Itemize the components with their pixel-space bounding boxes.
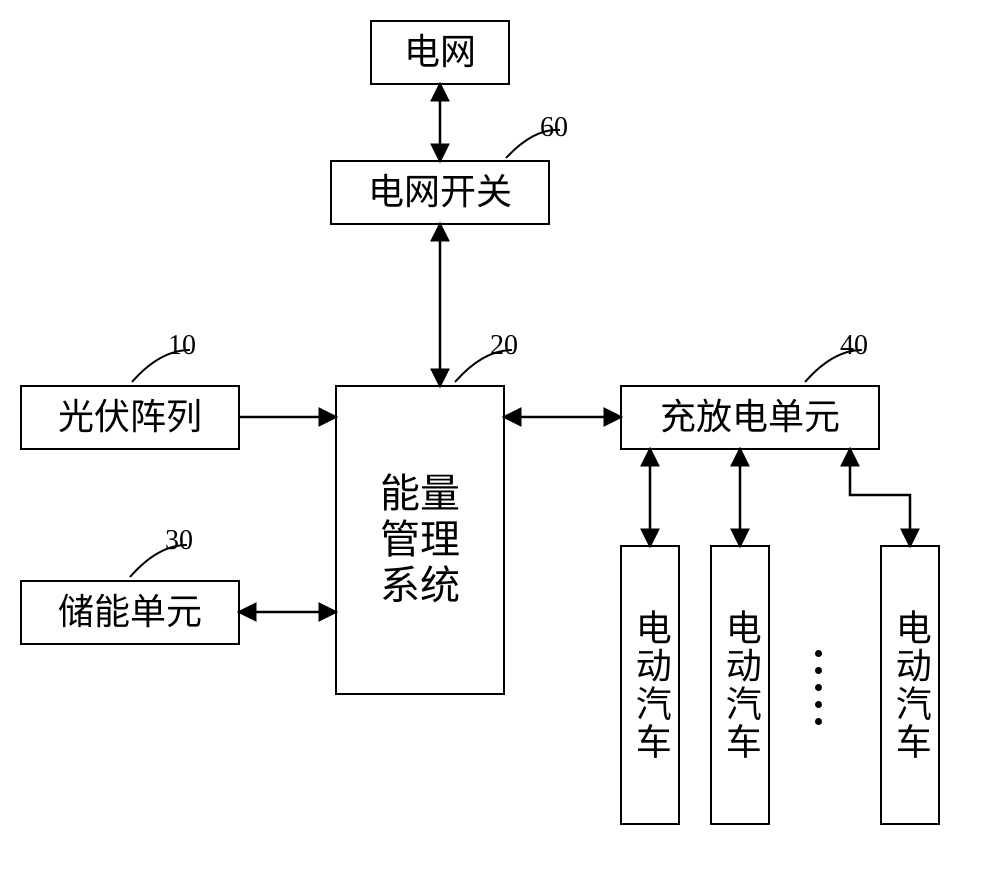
diagram-canvas: 电网 电网开关 光伏阵列 能量管理系统 储能单元 充放电单元 电动汽车 电动汽车…: [0, 0, 1000, 893]
ref-label-30: 30: [165, 525, 193, 557]
node-ev1: 电动汽车: [620, 545, 680, 825]
node-pv-array: 光伏阵列: [20, 385, 240, 450]
node-grid: 电网: [370, 20, 510, 85]
ref-label-20: 20: [490, 330, 518, 362]
node-pv-array-label: 光伏阵列: [58, 397, 202, 438]
node-ev2-label: 电动汽车: [719, 609, 760, 761]
node-storage-label: 储能单元: [58, 592, 202, 633]
node-ev3-label: 电动汽车: [889, 609, 930, 761]
node-ev2: 电动汽车: [710, 545, 770, 825]
node-ev3: 电动汽车: [880, 545, 940, 825]
node-charge-unit: 充放电单元: [620, 385, 880, 450]
ref-label-10: 10: [168, 330, 196, 362]
node-ems-label: 能量管理系统: [376, 471, 464, 609]
node-grid-label: 电网: [404, 32, 476, 73]
node-grid-switch: 电网开关: [330, 160, 550, 225]
node-ems: 能量管理系统: [335, 385, 505, 695]
node-grid-switch-label: 电网开关: [368, 172, 512, 213]
node-charge-unit-label: 充放电单元: [660, 397, 840, 438]
ref-label-60: 60: [540, 112, 568, 144]
ref-label-40: 40: [840, 330, 868, 362]
ellipsis-dots: [815, 650, 822, 725]
node-ev1-label: 电动汽车: [629, 609, 670, 761]
edge-charge-ev3: [850, 450, 910, 545]
node-storage: 储能单元: [20, 580, 240, 645]
